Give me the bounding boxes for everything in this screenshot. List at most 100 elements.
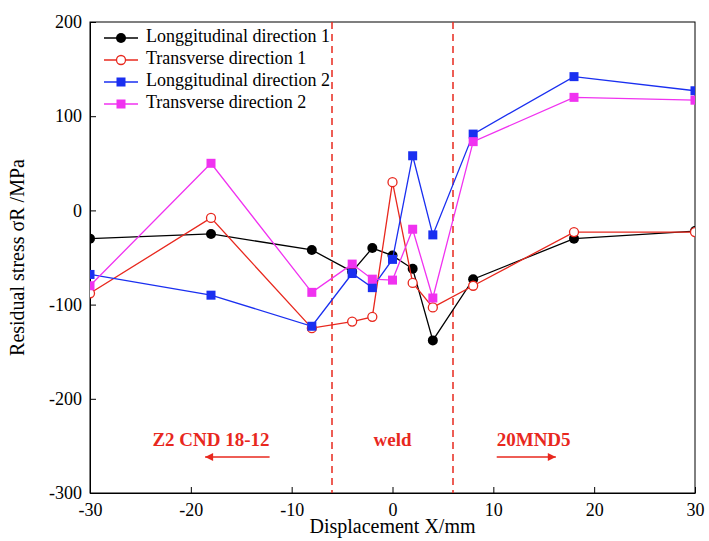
y-axis: -300 -200 -100 0 100 200	[49, 12, 96, 503]
series-marker	[90, 281, 95, 290]
series-marker	[307, 245, 317, 255]
series-marker	[691, 96, 696, 105]
legend-item: Transverse direction 1	[104, 48, 306, 68]
y-tick: -100	[49, 295, 96, 315]
annotation: weld	[374, 429, 412, 450]
y-tick-label: 0	[73, 201, 82, 221]
plot: -30-20-100102030-300-200-1000100200Z2 CN…	[49, 12, 705, 520]
legend: Longgitudinal direction 1Transverse dire…	[104, 26, 330, 112]
plot-frame	[90, 22, 695, 493]
annotations: Z2 CND 18-12 weld 20MND5	[152, 429, 570, 461]
series-marker	[307, 288, 316, 297]
series-marker	[570, 228, 579, 237]
series-marker	[428, 335, 438, 345]
legend-label: Longgitudinal direction 1	[146, 26, 330, 46]
legend-item: Longgitudinal direction 2	[104, 70, 330, 90]
x-tick: 20	[586, 487, 604, 520]
series-marker	[206, 229, 216, 239]
series-marker	[368, 275, 377, 284]
series-marker	[207, 291, 216, 300]
series-marker	[388, 276, 397, 285]
series-line	[90, 231, 695, 340]
series-marker	[348, 260, 357, 269]
x-tick-mark	[191, 487, 192, 493]
series-marker	[367, 243, 377, 253]
x-tick: 10	[485, 487, 503, 520]
y-axis-line	[90, 23, 91, 494]
series-marker	[388, 178, 397, 187]
series-marker	[408, 278, 417, 287]
series-marker	[348, 269, 357, 278]
x-tick-label: -20	[179, 500, 203, 520]
marks	[90, 22, 695, 493]
series-marker	[307, 322, 316, 331]
y-tick: 0	[73, 201, 96, 221]
annotation-arrow	[205, 456, 269, 458]
legend-marker	[116, 33, 126, 43]
series-marker	[469, 281, 478, 290]
legend-item: Longgitudinal direction 1	[104, 26, 330, 46]
series-marker	[691, 228, 696, 237]
legend-marker	[117, 100, 126, 109]
annotation-arrow	[497, 456, 556, 458]
y-tick-label: -100	[49, 295, 82, 315]
x-axis-line	[91, 493, 696, 494]
x-tick-mark	[594, 487, 595, 493]
y-tick-mark	[90, 305, 96, 306]
legend-label: Longgitudinal direction 2	[146, 70, 330, 90]
y-tick: 100	[55, 106, 96, 126]
series-marker	[207, 213, 216, 222]
annotation-arrowhead	[205, 453, 213, 461]
annotation: Z2 CND 18-12	[152, 429, 269, 450]
y-tick-label: -300	[49, 483, 82, 503]
annotation: 20MND5	[497, 429, 571, 450]
reference-line	[452, 22, 454, 493]
x-tick-label: 20	[586, 500, 604, 520]
series-marker	[207, 159, 216, 168]
series-marker	[690, 226, 695, 236]
x-tick-mark	[695, 487, 696, 493]
legend-marker	[117, 78, 126, 87]
legend-label: Transverse direction 2	[146, 92, 306, 112]
legend-marker	[117, 56, 126, 65]
legend-label: Transverse direction 1	[146, 48, 306, 68]
y-tick-mark	[90, 493, 96, 494]
series-marker	[388, 255, 397, 264]
reference-line	[331, 22, 333, 493]
series-marker	[570, 93, 579, 102]
annotation-arrowhead	[548, 453, 556, 461]
x-tick-label: -30	[79, 500, 103, 520]
y-tick-mark	[90, 399, 96, 400]
series-marker	[428, 303, 437, 312]
series-marker	[368, 312, 377, 321]
series-marker	[408, 225, 417, 234]
y-tick-label: 100	[55, 106, 82, 126]
y-tick-mark	[90, 22, 96, 23]
x-tick-mark	[292, 487, 293, 493]
series-marker	[90, 270, 95, 279]
x-tick: -20	[179, 487, 203, 520]
y-tick: 200	[55, 12, 96, 32]
x-tick: 30	[687, 487, 705, 520]
y-tick: -200	[49, 389, 96, 409]
chart: -30-20-100102030-300-200-1000100200Z2 CN…	[0, 0, 709, 541]
y-tick-mark	[90, 210, 96, 211]
series-line	[90, 77, 695, 327]
y-tick-label: 200	[55, 12, 82, 32]
y-tick: -300	[49, 483, 96, 503]
x-tick-label: -10	[280, 500, 304, 520]
series-marker	[368, 283, 377, 292]
y-axis-title: Residual stress σR /MPa	[6, 159, 28, 356]
x-tick-label: 10	[485, 500, 503, 520]
series-marker	[691, 86, 696, 95]
series-marker	[90, 234, 95, 244]
x-tick-mark	[393, 487, 394, 493]
series-marker	[348, 317, 357, 326]
series-marker	[428, 294, 437, 303]
x-tick-label: 30	[687, 500, 705, 520]
series-marker	[469, 137, 478, 146]
series-marker	[428, 230, 437, 239]
legend-item: Transverse direction 2	[104, 92, 306, 112]
series-marker	[408, 151, 417, 160]
series-line	[90, 182, 695, 328]
